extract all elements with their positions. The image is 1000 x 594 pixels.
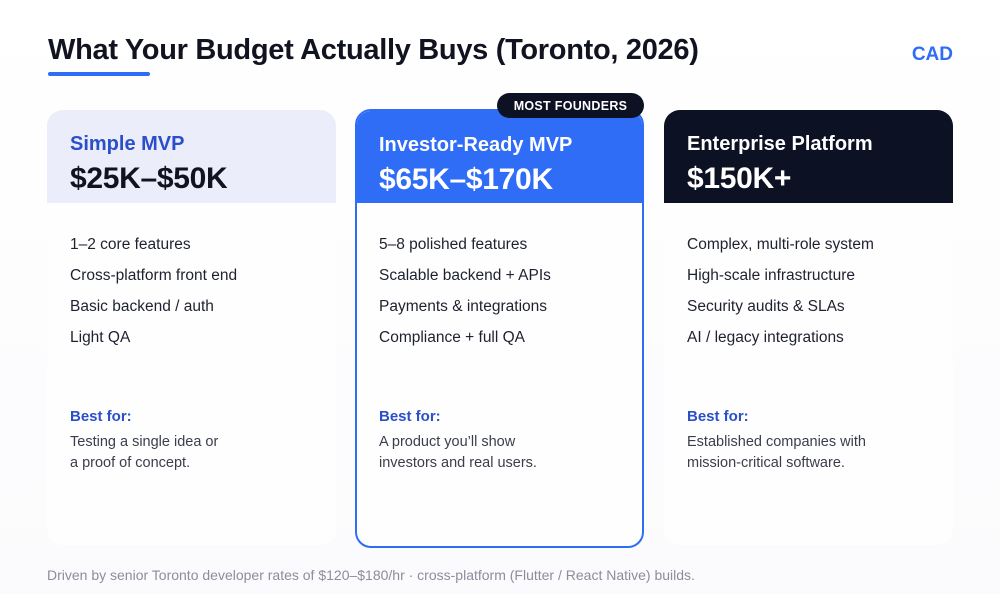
- feature-list: 1–2 core features Cross-platform front e…: [47, 203, 336, 360]
- tier-price: $65K–$170K: [379, 163, 553, 196]
- tier-price: $25K–$50K: [70, 162, 228, 195]
- feature-item: 1–2 core features: [70, 236, 191, 253]
- best-for-section: Best for: Testing a single idea or a pro…: [70, 408, 300, 474]
- feature-list: Complex, multi-role system High-scale in…: [664, 203, 953, 360]
- feature-item: Scalable backend + APIs: [379, 267, 551, 284]
- best-for-label: Best for:: [687, 408, 749, 425]
- tier-card-header: Simple MVP $25K–$50K: [47, 110, 336, 203]
- footnote: Driven by senior Toronto developer rates…: [47, 567, 695, 583]
- best-for-line: mission-critical software.: [687, 455, 845, 471]
- tier-card-header: Investor-Ready MVP $65K–$170K: [357, 111, 642, 203]
- tier-name: Enterprise Platform: [687, 133, 873, 155]
- feature-item: Cross-platform front end: [70, 267, 238, 284]
- tier-name: Investor-Ready MVP: [379, 134, 573, 156]
- feature-item: High-scale infrastructure: [687, 267, 855, 284]
- best-for-text: Testing a single idea or a proof of conc…: [70, 432, 300, 474]
- best-for-line: Established companies with: [687, 434, 866, 450]
- best-for-text: A product you’ll show investors and real…: [379, 432, 609, 474]
- best-for-line: a proof of concept.: [70, 455, 191, 471]
- feature-item: Payments & integrations: [379, 298, 548, 315]
- tier-card-investor-ready-mvp: Investor-Ready MVP $65K–$170K 5–8 polish…: [355, 109, 644, 548]
- best-for-line: investors and real users.: [379, 455, 537, 471]
- feature-item: Light QA: [70, 329, 131, 346]
- feature-item: Complex, multi-role system: [687, 236, 874, 253]
- best-for-section: Best for: Established companies with mis…: [687, 408, 917, 474]
- best-for-label: Best for:: [70, 408, 132, 425]
- feature-item: Security audits & SLAs: [687, 298, 845, 315]
- tier-card-header: Enterprise Platform $150K+: [664, 110, 953, 203]
- tier-card-simple-mvp: Simple MVP $25K–$50K 1–2 core features C…: [47, 110, 336, 545]
- most-founders-badge: MOST FOUNDERS: [497, 93, 644, 118]
- tier-card-enterprise-platform: Enterprise Platform $150K+ Complex, mult…: [664, 110, 953, 545]
- tier-name: Simple MVP: [70, 133, 185, 155]
- feature-item: Basic backend / auth: [70, 298, 214, 315]
- page-title: What Your Budget Actually Buys (Toronto,…: [48, 34, 699, 66]
- best-for-line: A product you’ll show: [379, 434, 516, 450]
- feature-item: 5–8 polished features: [379, 236, 528, 253]
- title-underline: [48, 72, 150, 76]
- best-for-line: Testing a single idea or: [70, 434, 219, 450]
- best-for-text: Established companies with mission-criti…: [687, 432, 917, 474]
- feature-item: Compliance + full QA: [379, 329, 526, 346]
- currency-label: CAD: [911, 44, 953, 65]
- best-for-label: Best for:: [379, 408, 441, 425]
- feature-item: AI / legacy integrations: [687, 329, 844, 346]
- feature-list: 5–8 polished features Scalable backend +…: [357, 203, 642, 360]
- tier-price: $150K+: [687, 162, 792, 195]
- best-for-section: Best for: A product you’ll show investor…: [379, 408, 609, 474]
